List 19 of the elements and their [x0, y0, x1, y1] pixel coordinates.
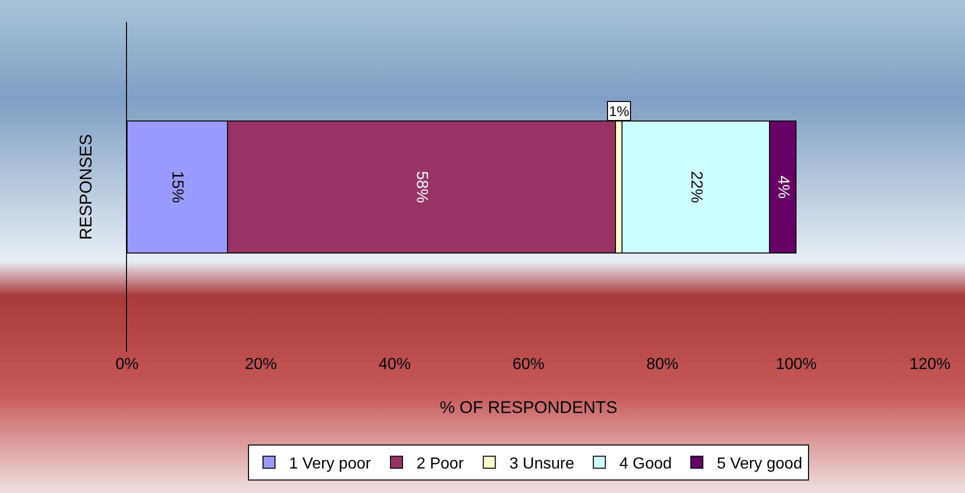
data-label: 1%	[609, 103, 630, 119]
data-label: 4%	[774, 175, 792, 199]
legend-label: 4 Good	[619, 456, 672, 473]
x-axis-title: % OF RESPONDENTS	[440, 398, 618, 417]
legend-label: 3 Unsure	[509, 456, 574, 473]
data-label: 15%	[168, 170, 186, 204]
x-tick-label: 100%	[776, 356, 817, 373]
legend-label: 1 Very poor	[289, 456, 372, 473]
y-axis-title: RESPONSES	[76, 134, 96, 240]
x-tick-label: 80%	[646, 356, 678, 373]
x-tick-label: 20%	[244, 356, 277, 373]
legend-label: 2 Poor	[416, 456, 464, 473]
x-tick-label: 120%	[910, 356, 950, 373]
legend-label: 5 Very good	[716, 456, 802, 473]
data-label: 58%	[412, 170, 430, 204]
x-tick-label: 60%	[512, 356, 545, 373]
x-tick-label: 40%	[378, 356, 411, 373]
data-label: 22%	[687, 170, 704, 204]
x-tick-label: 0%	[115, 356, 139, 373]
